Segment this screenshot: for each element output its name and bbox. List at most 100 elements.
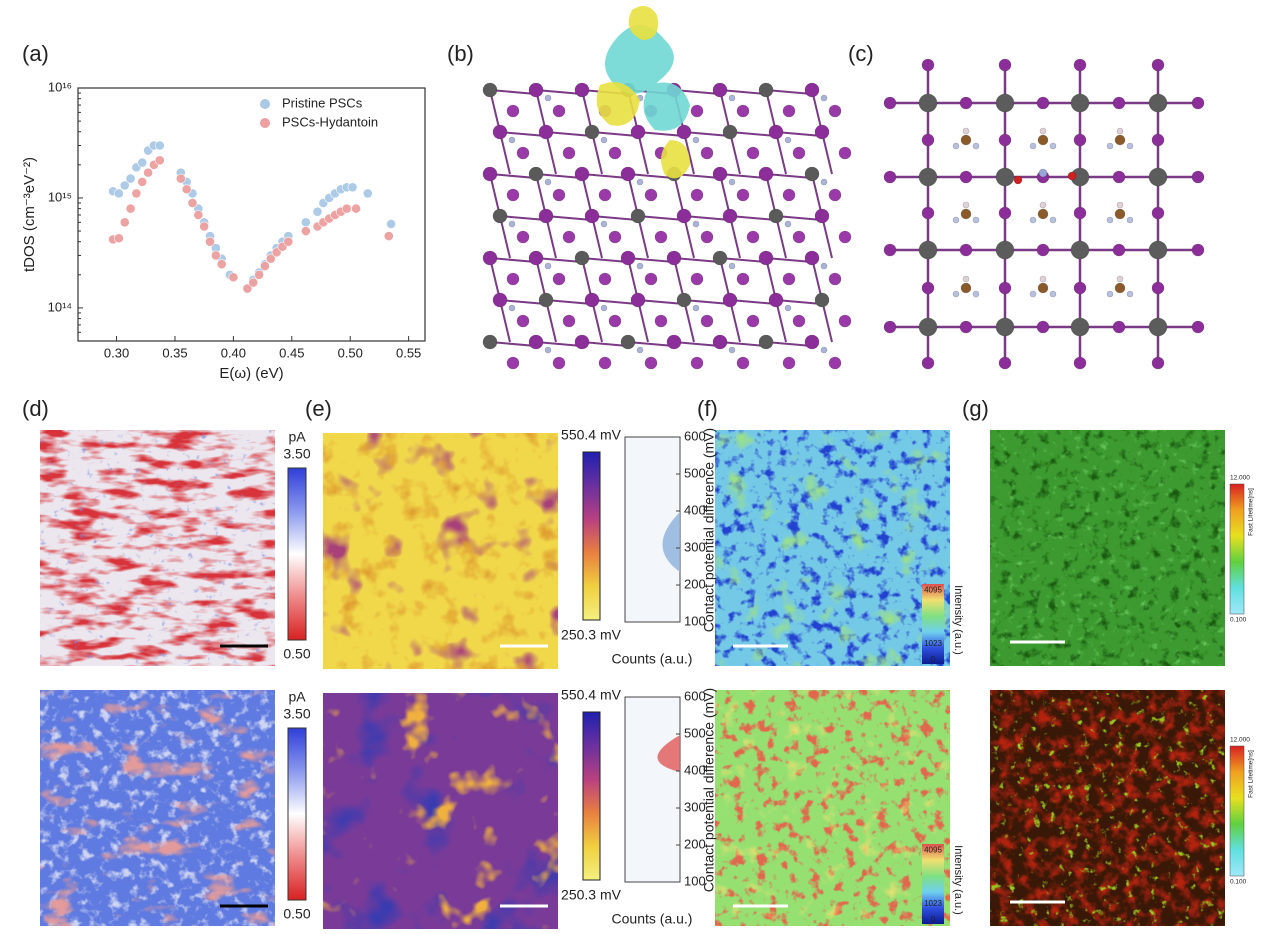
atom xyxy=(1037,134,1049,146)
bond xyxy=(499,131,511,175)
atom xyxy=(508,220,516,228)
atom xyxy=(820,262,828,270)
atom xyxy=(712,250,728,266)
point xyxy=(181,184,192,195)
bond xyxy=(719,173,731,217)
atom xyxy=(959,243,973,257)
label: 12.000 xyxy=(1230,475,1250,482)
atom xyxy=(962,275,970,283)
point xyxy=(131,188,142,199)
label: 200 xyxy=(684,576,706,591)
atom xyxy=(654,230,668,244)
label: 1023 xyxy=(924,639,942,648)
label: 300 xyxy=(684,799,706,814)
bond xyxy=(581,173,629,179)
point xyxy=(248,277,259,288)
atom xyxy=(506,272,520,286)
atom xyxy=(972,216,980,224)
bond xyxy=(729,131,741,175)
bond xyxy=(637,299,649,343)
bond xyxy=(489,89,501,133)
atom xyxy=(552,356,566,370)
colorbar xyxy=(287,727,307,901)
point xyxy=(193,210,204,220)
atom xyxy=(700,146,714,160)
bond xyxy=(591,131,639,137)
label: (b) xyxy=(447,41,474,66)
label: 10¹⁴ xyxy=(48,299,72,314)
label: 300 xyxy=(684,539,706,554)
label: 0.45 xyxy=(279,345,304,360)
map-texture xyxy=(715,690,950,926)
point xyxy=(137,176,148,187)
bond xyxy=(581,257,629,263)
atom xyxy=(1114,134,1126,146)
atom xyxy=(838,146,852,160)
label: Counts (a.u.) xyxy=(612,911,693,927)
label: 400 xyxy=(684,762,706,777)
atom xyxy=(921,356,935,370)
label: Counts (a.u.) xyxy=(612,651,693,667)
point xyxy=(154,140,165,151)
point xyxy=(175,173,186,184)
atom xyxy=(574,166,590,182)
atom xyxy=(1036,243,1050,257)
atom xyxy=(746,146,760,160)
atom xyxy=(921,58,935,72)
atom xyxy=(736,272,750,286)
atom xyxy=(1037,282,1049,294)
map-texture xyxy=(323,433,558,669)
label: 0.100 xyxy=(1230,617,1247,624)
atom xyxy=(1073,133,1087,147)
atom xyxy=(728,262,736,270)
point xyxy=(125,173,136,184)
atom xyxy=(598,356,612,370)
atom xyxy=(692,136,700,144)
bond xyxy=(729,215,777,221)
bond xyxy=(591,299,639,305)
atom xyxy=(962,127,970,135)
bond xyxy=(811,257,823,301)
atom xyxy=(492,208,508,224)
atom xyxy=(712,82,728,98)
bond xyxy=(535,173,547,217)
atom xyxy=(1114,282,1126,294)
atom xyxy=(712,166,728,182)
bond xyxy=(489,89,537,95)
bond xyxy=(499,215,511,259)
bond xyxy=(535,173,583,179)
atom xyxy=(620,166,636,182)
atom xyxy=(544,346,552,354)
atom xyxy=(676,124,692,140)
label: 0 xyxy=(931,655,936,664)
bond xyxy=(775,299,787,343)
atom xyxy=(1151,281,1165,295)
bond xyxy=(627,341,675,347)
bond xyxy=(637,131,685,137)
atom xyxy=(792,314,806,328)
legend-marker xyxy=(260,118,270,128)
bond xyxy=(499,299,547,305)
bond xyxy=(581,257,593,301)
atom xyxy=(1112,243,1126,257)
atom xyxy=(804,250,820,266)
atom xyxy=(1036,96,1050,110)
atom xyxy=(676,292,692,308)
atom xyxy=(690,188,704,202)
bond xyxy=(545,215,593,221)
atom xyxy=(1106,142,1114,150)
label: (e) xyxy=(305,396,332,421)
atom xyxy=(883,243,897,257)
atom xyxy=(960,208,972,220)
atom xyxy=(528,250,544,266)
atom xyxy=(804,166,820,182)
bond xyxy=(719,341,767,347)
atom xyxy=(921,281,935,295)
atom xyxy=(1112,320,1126,334)
atom xyxy=(644,188,658,202)
atom xyxy=(1039,127,1047,135)
bond xyxy=(581,341,629,347)
atom xyxy=(814,292,830,308)
label: (a) xyxy=(22,41,49,66)
